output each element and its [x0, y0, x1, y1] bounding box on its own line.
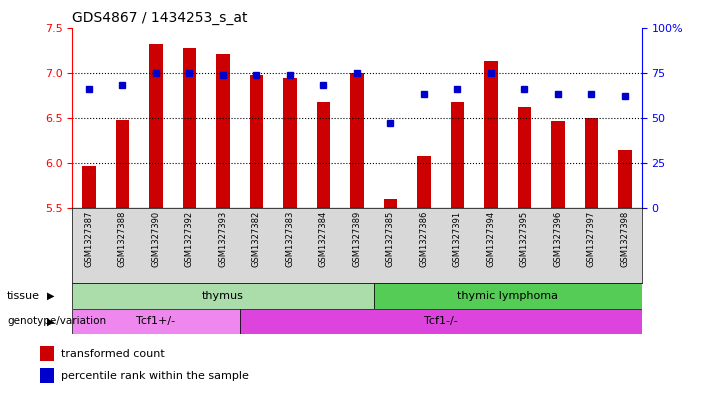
Text: GSM1327392: GSM1327392: [185, 211, 194, 267]
Bar: [72, 309, 239, 334]
Text: percentile rank within the sample: percentile rank within the sample: [61, 371, 249, 381]
Text: transformed count: transformed count: [61, 349, 165, 359]
Text: ▶: ▶: [47, 291, 54, 301]
Bar: [239, 309, 642, 334]
Text: Tcf1-/-: Tcf1-/-: [424, 316, 458, 326]
Bar: [82, 166, 96, 208]
Bar: [317, 102, 330, 208]
Bar: [350, 73, 363, 208]
Text: GSM1327398: GSM1327398: [621, 211, 629, 267]
Bar: [149, 44, 162, 208]
Bar: [182, 48, 196, 208]
Text: GSM1327388: GSM1327388: [118, 211, 127, 267]
Bar: [451, 102, 464, 208]
Text: GSM1327394: GSM1327394: [487, 211, 495, 267]
Bar: [618, 151, 632, 208]
Text: GDS4867 / 1434253_s_at: GDS4867 / 1434253_s_at: [72, 11, 247, 25]
Text: ▶: ▶: [47, 316, 54, 326]
Text: GSM1327386: GSM1327386: [420, 211, 428, 267]
Bar: [115, 120, 129, 208]
Text: tissue: tissue: [7, 291, 40, 301]
Text: genotype/variation: genotype/variation: [7, 316, 106, 326]
Text: GSM1327389: GSM1327389: [353, 211, 361, 267]
Bar: [373, 283, 642, 309]
Bar: [518, 107, 531, 208]
Text: GSM1327391: GSM1327391: [453, 211, 462, 267]
Bar: [384, 199, 397, 208]
Bar: [585, 118, 598, 208]
Text: GSM1327396: GSM1327396: [554, 211, 562, 267]
Text: thymus: thymus: [202, 291, 244, 301]
Bar: [249, 75, 263, 208]
Text: thymic lymphoma: thymic lymphoma: [457, 291, 558, 301]
Text: GSM1327387: GSM1327387: [84, 211, 93, 267]
Bar: [216, 54, 229, 208]
Text: GSM1327384: GSM1327384: [319, 211, 328, 267]
Bar: [283, 78, 296, 208]
Bar: [485, 61, 497, 208]
Bar: [40, 368, 54, 383]
Bar: [72, 283, 373, 309]
Bar: [552, 121, 565, 208]
Text: GSM1327385: GSM1327385: [386, 211, 395, 267]
Text: GSM1327382: GSM1327382: [252, 211, 261, 267]
Bar: [417, 156, 430, 208]
Bar: [40, 346, 54, 362]
Text: GSM1327390: GSM1327390: [151, 211, 160, 267]
Text: GSM1327397: GSM1327397: [587, 211, 596, 267]
Text: GSM1327383: GSM1327383: [286, 211, 294, 267]
Text: GSM1327395: GSM1327395: [520, 211, 529, 267]
Text: Tcf1+/-: Tcf1+/-: [136, 316, 175, 326]
Text: GSM1327393: GSM1327393: [218, 211, 227, 267]
